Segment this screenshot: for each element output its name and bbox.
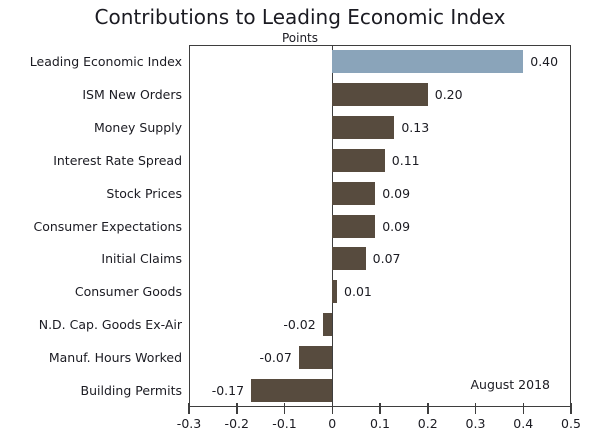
- bar: [298, 346, 333, 370]
- x-tick: [522, 403, 524, 414]
- category-axis: Leading Economic Index ISM New Orders Mone…: [0, 45, 182, 407]
- bar: [332, 82, 428, 106]
- bar: [332, 148, 385, 172]
- axis-title-points: Points: [281, 31, 319, 45]
- x-tick-label: 0.4: [513, 416, 534, 431]
- x-tick: [570, 403, 572, 414]
- bar: [332, 280, 338, 304]
- bar: [332, 247, 366, 271]
- value-label: 0.11: [391, 152, 420, 168]
- x-tick: [474, 403, 477, 414]
- bar: [251, 379, 333, 403]
- bar: [332, 115, 395, 139]
- value-label: 0.01: [344, 284, 372, 300]
- value-label: 0.13: [401, 119, 430, 135]
- x-tick-label: -0.1: [272, 416, 297, 431]
- x-tick-label: 0: [328, 416, 337, 431]
- category-label: Leading Economic Index: [29, 53, 182, 69]
- bar: [332, 49, 524, 73]
- value-label: 0.09: [382, 185, 411, 201]
- bar: [332, 214, 376, 238]
- value-label: -0.17: [211, 383, 245, 399]
- x-tick-label: -0.2: [224, 416, 249, 431]
- value-label: 0.07: [372, 251, 401, 267]
- x-axis: -0.3 -0.2 -0.1 0 0.1 0.2 0.3 0.4 0.5: [177, 403, 581, 437]
- x-tick: [379, 403, 381, 414]
- x-tick-label: 0.5: [561, 416, 581, 431]
- x-tick: [236, 403, 238, 414]
- plot-area: August 2018 0.40 0.20 0.13 0.11 0.09 0.09 0.07…: [189, 45, 571, 407]
- category-label: Consumer Goods: [74, 284, 182, 300]
- x-tick-label: -0.3: [176, 416, 202, 431]
- x-tick-label: 0.1: [370, 416, 390, 431]
- category-label: Manuf. Hours Worked: [48, 350, 182, 366]
- x-tick-label: 0.2: [417, 416, 438, 431]
- x-tick: [427, 403, 429, 414]
- category-label: Money Supply: [93, 119, 182, 135]
- bar: [322, 313, 333, 337]
- chart-title: Contributions to Leading Economic Index: [94, 5, 506, 29]
- category-label: Building Permits: [80, 383, 182, 399]
- value-label: -0.07: [259, 350, 292, 366]
- x-tick: [331, 403, 333, 414]
- category-label: ISM New Orders: [82, 86, 182, 102]
- category-label: Stock Prices: [106, 185, 182, 201]
- value-label: -0.02: [283, 317, 316, 333]
- category-label: Consumer Expectations: [33, 218, 182, 234]
- value-label: 0.40: [530, 53, 559, 69]
- category-label: Initial Claims: [101, 251, 182, 267]
- date-annotation: August 2018: [470, 377, 550, 392]
- bar: [332, 181, 376, 205]
- x-tick: [188, 403, 190, 414]
- x-tick: [283, 403, 286, 414]
- category-label: Interest Rate Spread: [53, 152, 182, 168]
- category-label: N.D. Cap. Goods Ex-Air: [38, 317, 182, 333]
- x-tick-label: 0.3: [465, 416, 486, 431]
- value-label: 0.20: [434, 86, 463, 102]
- value-label: 0.09: [382, 218, 411, 234]
